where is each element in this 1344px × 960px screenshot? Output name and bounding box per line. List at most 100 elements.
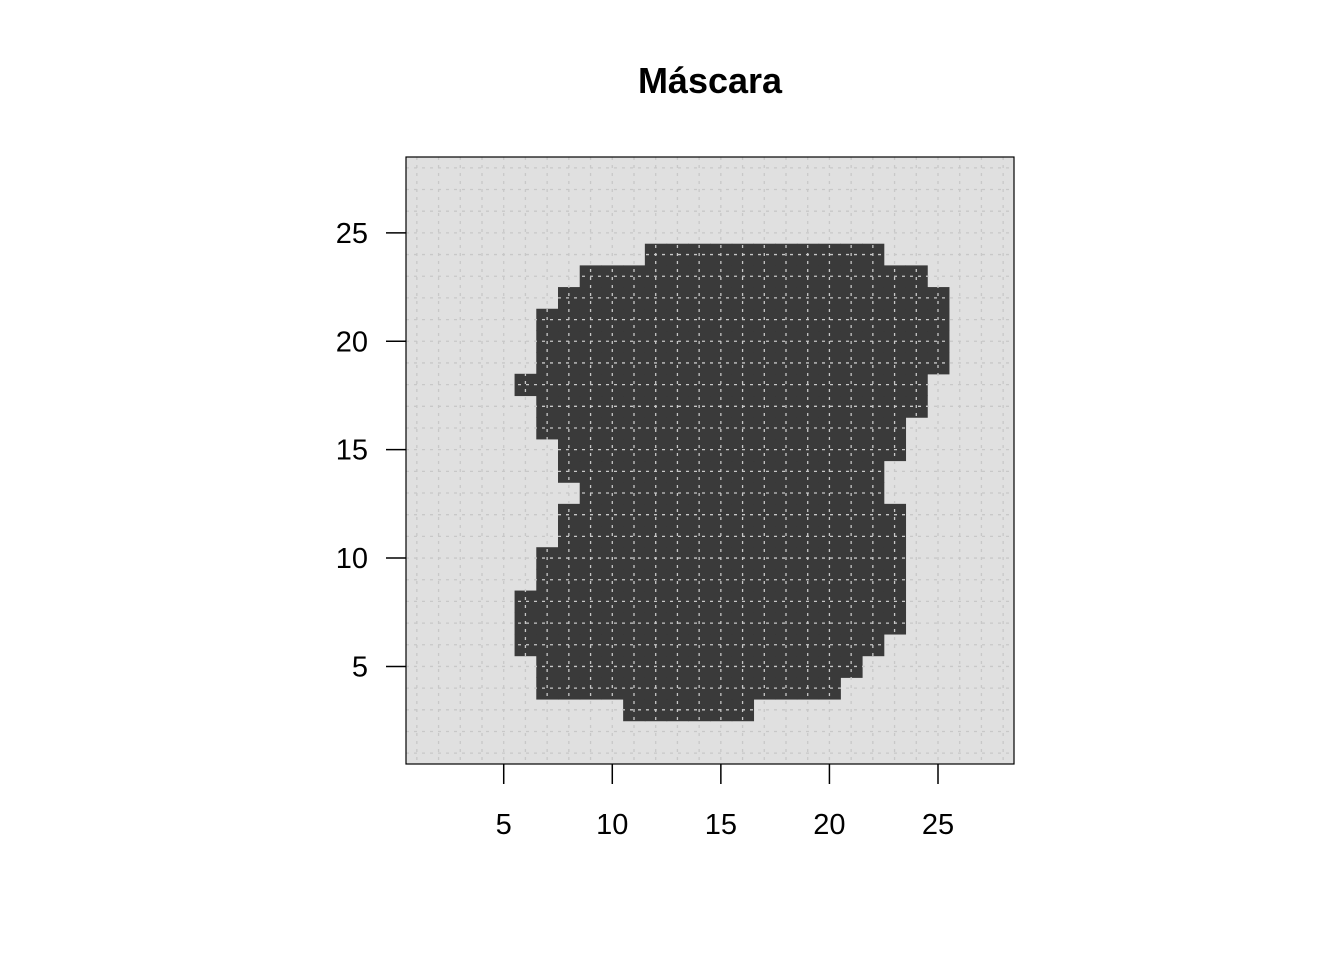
mask-cell (753, 287, 776, 310)
mask-cell (862, 568, 885, 592)
mask-cell (536, 417, 559, 440)
mask-cell (601, 417, 624, 440)
mask-cell (905, 373, 928, 397)
x-tick-label: 20 (813, 809, 845, 841)
mask-cell (818, 352, 841, 375)
mask-cell (558, 655, 581, 678)
mask-cell (536, 655, 559, 678)
y-tick-label: 15 (336, 435, 368, 467)
grid-lines (406, 157, 1014, 764)
mask-cell (862, 265, 885, 288)
mask-cell (818, 655, 841, 678)
mask-cell (688, 677, 711, 700)
mask-cell (818, 287, 841, 310)
mask-cell (840, 525, 863, 548)
mask-cell (818, 265, 841, 288)
mask-cell (775, 265, 798, 288)
mask-cell (775, 568, 798, 592)
x-tick-label: 5 (496, 809, 512, 841)
y-tick-label: 10 (336, 543, 368, 575)
mask-cell (623, 655, 646, 678)
mask-cell (753, 438, 776, 462)
mask-cell (753, 677, 776, 700)
mask-cell (623, 677, 646, 700)
mask-cell (818, 417, 841, 440)
mask-cell (688, 417, 711, 440)
mask-cell (666, 265, 689, 288)
mask-cell (710, 352, 733, 375)
mask-cell (818, 677, 841, 700)
mask-cell (775, 503, 798, 527)
mask-cell (775, 655, 798, 678)
mask-cell (688, 373, 711, 397)
x-axis: 5 10 15 20 25 (496, 764, 954, 841)
mask-cell (558, 677, 581, 700)
mask-cell (818, 503, 841, 527)
mask-cell (688, 568, 711, 592)
mask-cell (601, 287, 624, 310)
mask-cell (862, 525, 885, 548)
mask-cell (710, 655, 733, 678)
mask-cell (666, 417, 689, 440)
mask-cell (710, 417, 733, 440)
mask-cell (753, 503, 776, 527)
mask-cell (818, 525, 841, 548)
mask-cell (818, 590, 841, 613)
mask-cell (666, 590, 689, 613)
mask-cell (623, 568, 646, 592)
mask-cell (927, 287, 950, 310)
mask-cell (753, 590, 776, 613)
mask-cell (666, 677, 689, 700)
mask-cell (666, 352, 689, 375)
mask-cell (862, 352, 885, 375)
mask-cell (905, 265, 928, 288)
mask-cell (623, 503, 646, 527)
mask-cell (601, 655, 624, 678)
mask-cell (558, 525, 581, 548)
mask-cell (753, 568, 776, 592)
mask-cell (862, 373, 885, 397)
mask-cell (840, 590, 863, 613)
mask-cell (623, 287, 646, 310)
plot-frame (405, 156, 1015, 765)
mask-cell (666, 525, 689, 548)
mask-cell (688, 265, 711, 288)
mask-cell (623, 352, 646, 375)
mask-cell (623, 373, 646, 397)
mask-cell (536, 373, 559, 397)
mask-cell (753, 525, 776, 548)
mask-cell (753, 352, 776, 375)
mask-cell (710, 525, 733, 548)
mask-cell (775, 525, 798, 548)
mask-cell (666, 373, 689, 397)
mask-cell (558, 438, 581, 462)
mask-cell (558, 373, 581, 397)
mask-cell (623, 525, 646, 548)
mask-cell (688, 655, 711, 678)
mask-cell (775, 677, 798, 700)
x-tick-label: 25 (922, 809, 954, 841)
mask-cell (775, 590, 798, 613)
mask-cell (862, 438, 885, 462)
mask-cell (710, 287, 733, 310)
mask-cell (666, 287, 689, 310)
mask-cell (818, 438, 841, 462)
mask-cell (818, 373, 841, 397)
mask-cell (775, 417, 798, 440)
mask-cell (558, 590, 581, 613)
mask-cell (688, 287, 711, 310)
mask-cell (536, 677, 559, 700)
mask-cell (536, 568, 559, 592)
mask-cell (862, 287, 885, 310)
mask-cell (558, 352, 581, 375)
mask-cell (710, 568, 733, 592)
y-axis: 5 10 15 20 25 (336, 218, 406, 683)
x-tick-label: 15 (705, 809, 737, 841)
mask-cell (623, 590, 646, 613)
y-tick-label: 25 (336, 218, 368, 250)
mask-cell (688, 352, 711, 375)
mask-cell (818, 568, 841, 592)
mask-cell (601, 568, 624, 592)
mask-cell (601, 525, 624, 548)
mask-cell (601, 438, 624, 462)
